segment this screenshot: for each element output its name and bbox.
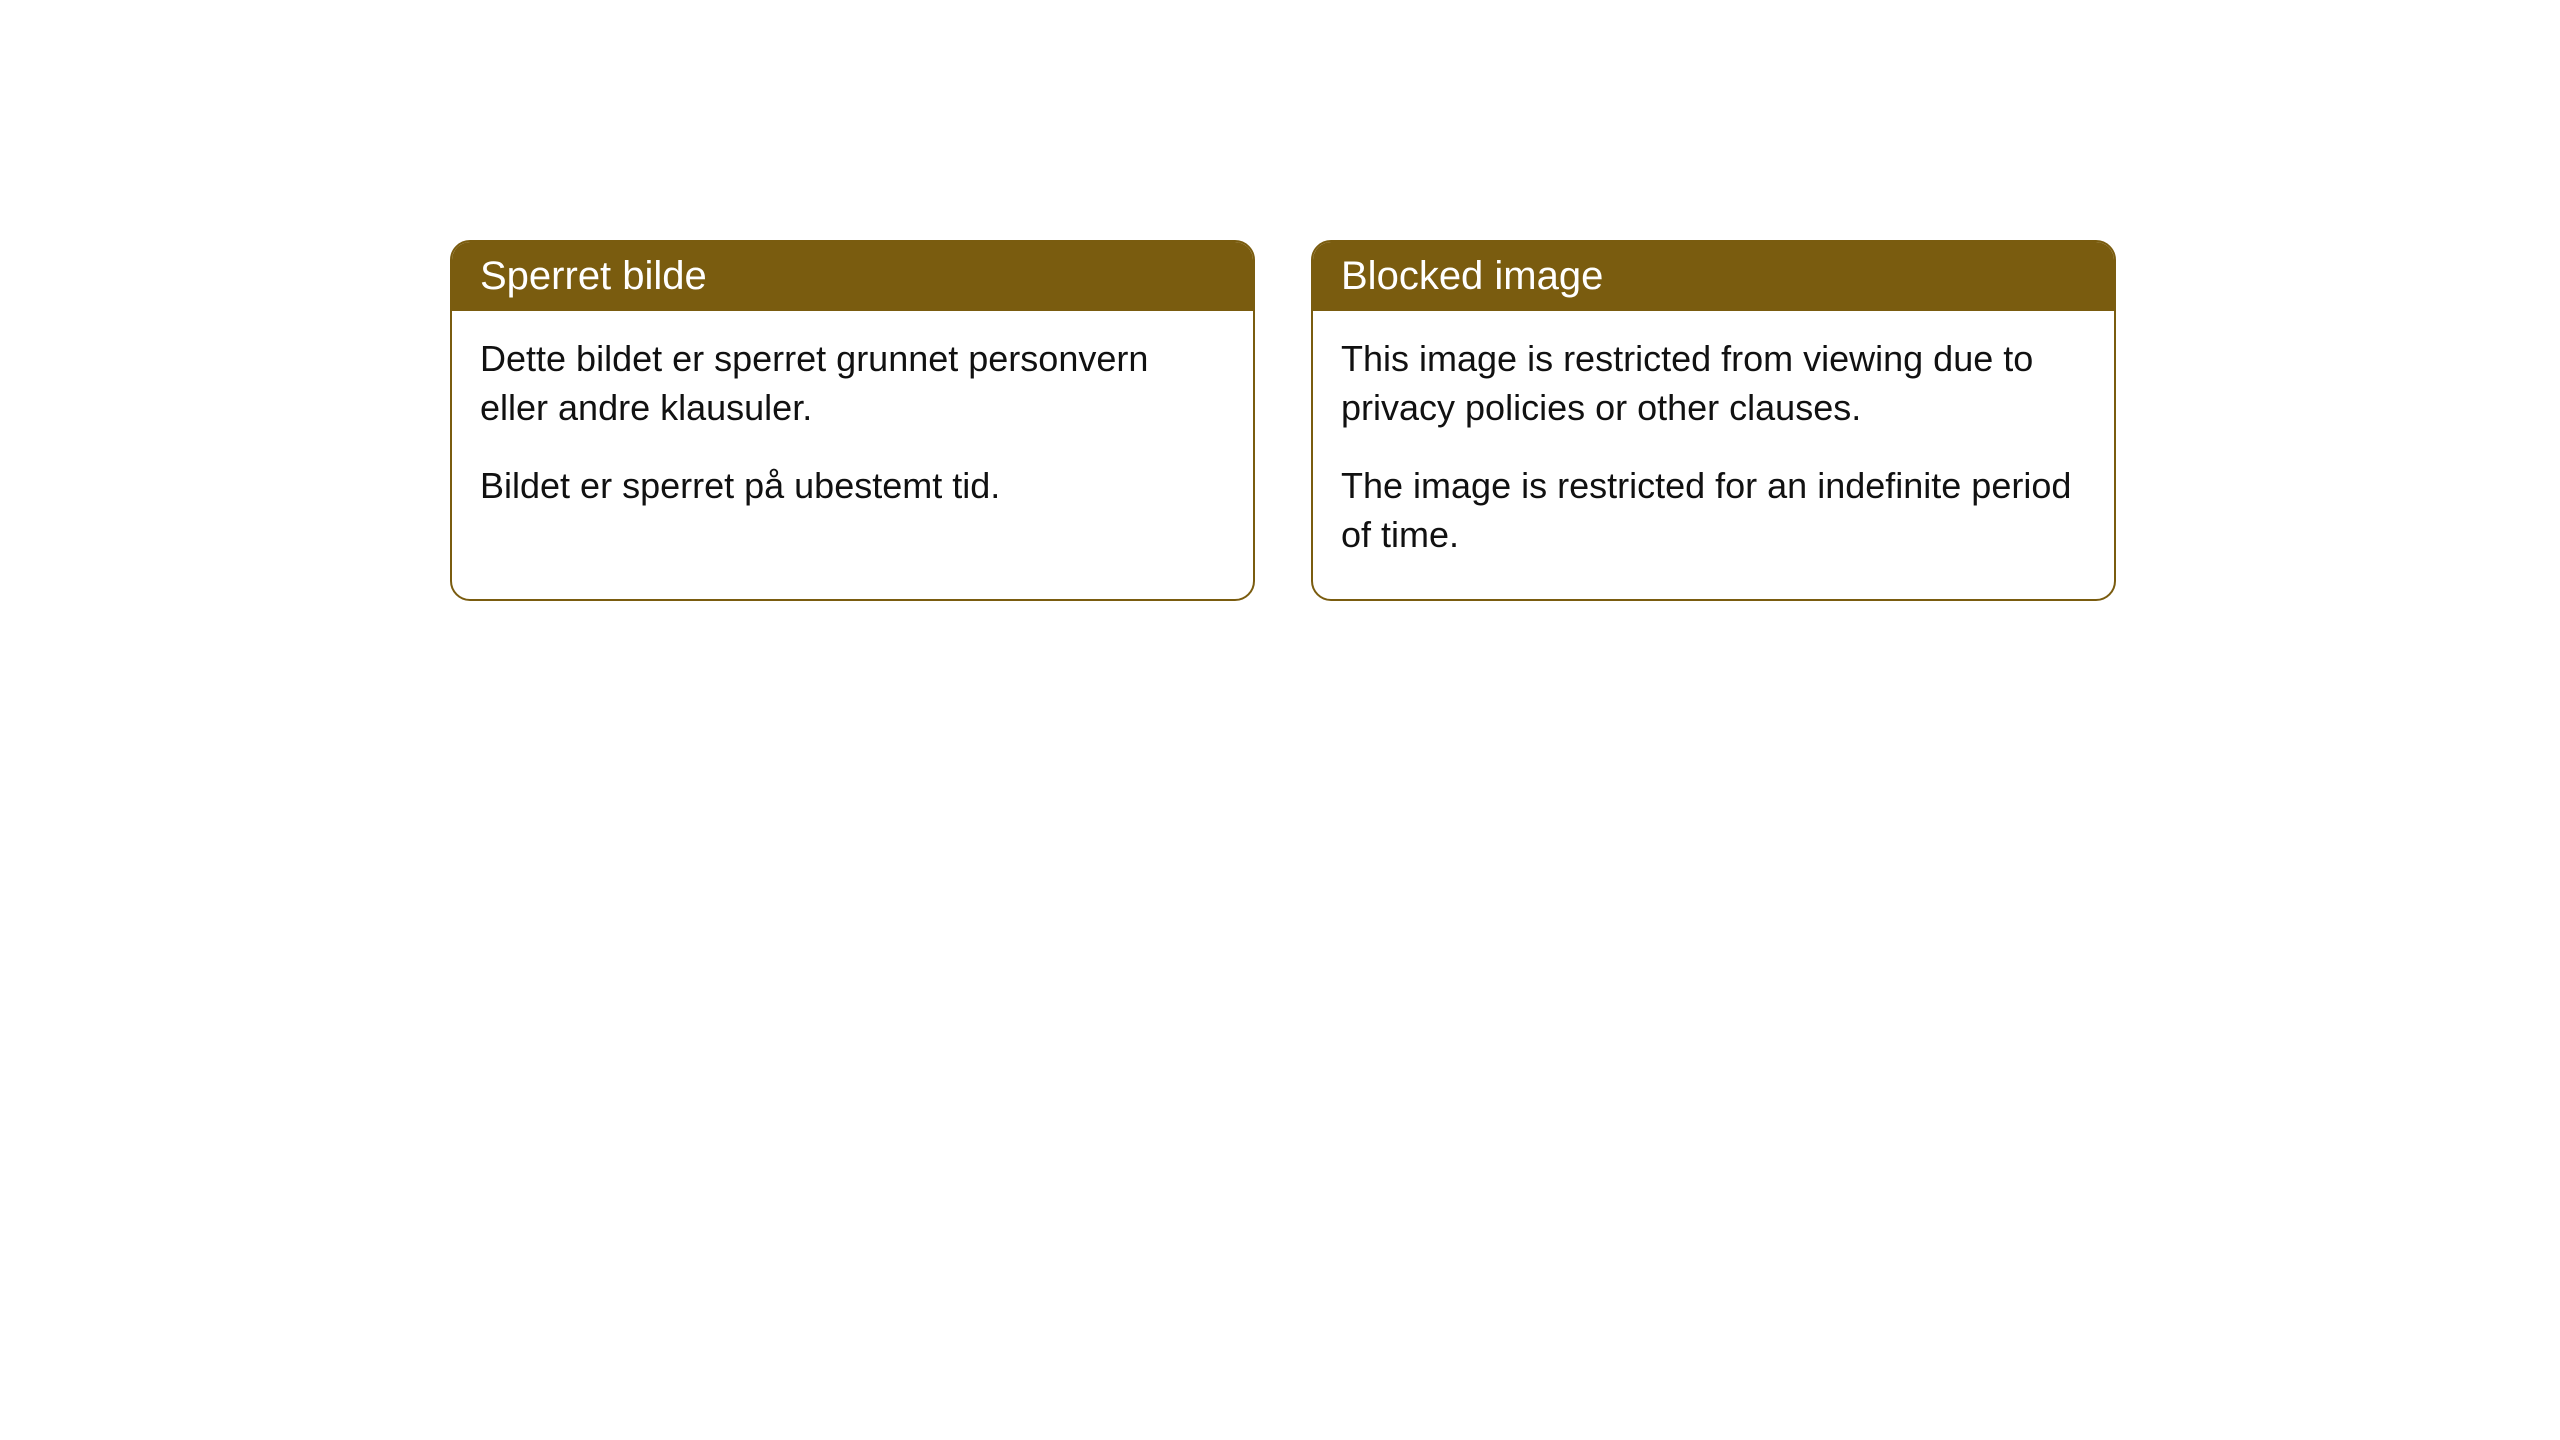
card-body: Dette bildet er sperret grunnet personve…	[452, 311, 1253, 551]
card-paragraph-1: Dette bildet er sperret grunnet personve…	[480, 335, 1225, 432]
card-header: Blocked image	[1313, 242, 2114, 311]
cards-container: Sperret bilde Dette bildet er sperret gr…	[450, 240, 2116, 601]
card-title: Sperret bilde	[480, 254, 707, 298]
blocked-image-card-norwegian: Sperret bilde Dette bildet er sperret gr…	[450, 240, 1255, 601]
card-paragraph-2: The image is restricted for an indefinit…	[1341, 462, 2086, 559]
blocked-image-card-english: Blocked image This image is restricted f…	[1311, 240, 2116, 601]
card-header: Sperret bilde	[452, 242, 1253, 311]
card-paragraph-2: Bildet er sperret på ubestemt tid.	[480, 462, 1225, 511]
card-paragraph-1: This image is restricted from viewing du…	[1341, 335, 2086, 432]
card-title: Blocked image	[1341, 254, 1603, 298]
card-body: This image is restricted from viewing du…	[1313, 311, 2114, 599]
